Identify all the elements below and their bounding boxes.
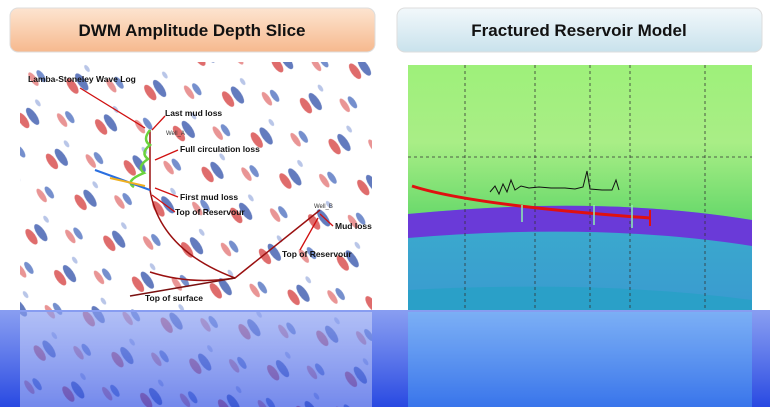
reflection-right bbox=[408, 312, 752, 407]
annotation: First mud loss bbox=[180, 192, 238, 202]
annotation: Lamba-Stoneley Wave Log bbox=[28, 74, 136, 84]
reservoir-model bbox=[408, 65, 752, 310]
panel-title: Fractured Reservoir Model bbox=[471, 21, 686, 40]
annotation: Top of Reservour bbox=[282, 249, 352, 259]
annotation: Top of Reservour bbox=[175, 207, 245, 217]
panel-title: DWM Amplitude Depth Slice bbox=[79, 21, 306, 40]
seismic-slice: Lamba-Stoneley Wave Log Last mud loss We… bbox=[20, 62, 372, 310]
annotation: Last mud loss bbox=[165, 108, 222, 118]
annotation: Full circulation loss bbox=[180, 144, 260, 154]
well-label: Well_A bbox=[166, 131, 185, 137]
well-label: Well_B bbox=[314, 204, 333, 210]
annotation: Mud loss bbox=[335, 221, 372, 231]
title-box-left bbox=[9, 7, 376, 53]
title-box-right bbox=[396, 7, 763, 53]
annotation: Top of surface bbox=[145, 293, 203, 303]
reflection-left bbox=[20, 312, 372, 407]
